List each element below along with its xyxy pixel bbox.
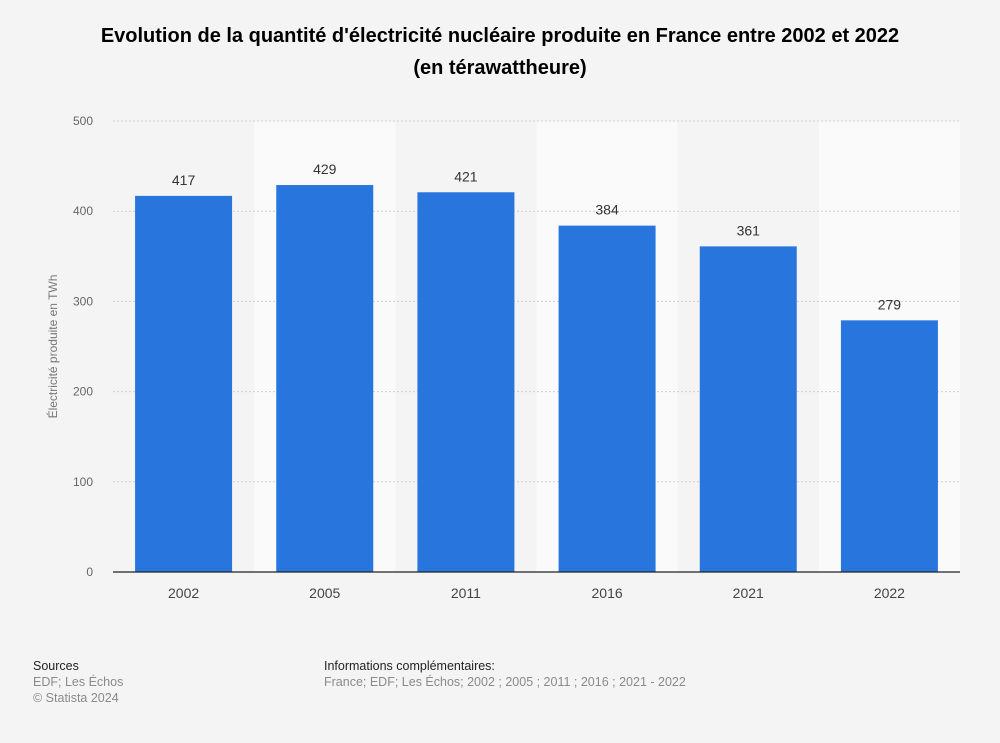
x-tick-label: 2005 — [309, 585, 340, 601]
y-tick-label: 0 — [86, 565, 93, 579]
bar — [276, 185, 374, 573]
x-tick-label: 2016 — [592, 585, 623, 601]
sources-text: EDF; Les Échos — [33, 675, 124, 689]
y-axis-title: Électricité produite en TWh — [45, 275, 60, 419]
y-tick-label: 500 — [73, 114, 93, 128]
bar — [558, 225, 656, 572]
info-text: France; EDF; Les Échos; 2002 ; 2005 ; 20… — [324, 675, 686, 689]
y-tick-label: 400 — [73, 204, 93, 218]
data-label: 429 — [313, 161, 337, 177]
chart-title: Evolution de la quantité d'électricité n… — [0, 20, 1000, 84]
title-line: Evolution de la quantité d'électricité n… — [100, 25, 900, 47]
data-label: 384 — [595, 202, 619, 218]
y-tick-label: 300 — [73, 294, 93, 308]
sources-heading: Sources — [33, 659, 79, 673]
info-heading: Informations complémentaires: — [324, 659, 495, 673]
subtitle-line: (en térawattheure) — [413, 57, 587, 79]
data-label: 279 — [878, 296, 902, 312]
info-block: Informations complémentaires: France; ED… — [324, 658, 686, 690]
x-tick-label: 2002 — [168, 585, 199, 601]
data-label: 421 — [454, 168, 478, 184]
bar — [840, 320, 938, 572]
y-tick-label: 100 — [73, 475, 93, 489]
data-label: 361 — [737, 222, 761, 238]
bar — [699, 246, 797, 573]
bar — [135, 195, 233, 572]
x-tick-label: 2022 — [874, 585, 905, 601]
y-tick-label: 200 — [73, 385, 93, 399]
bar — [417, 192, 515, 572]
x-tick-label: 2011 — [451, 585, 481, 601]
sources-block: Sources EDF; Les Échos © Statista 2024 — [33, 658, 123, 706]
x-tick-label: 2021 — [733, 585, 764, 601]
copyright: © Statista 2024 — [33, 691, 119, 705]
data-label: 417 — [172, 172, 196, 188]
